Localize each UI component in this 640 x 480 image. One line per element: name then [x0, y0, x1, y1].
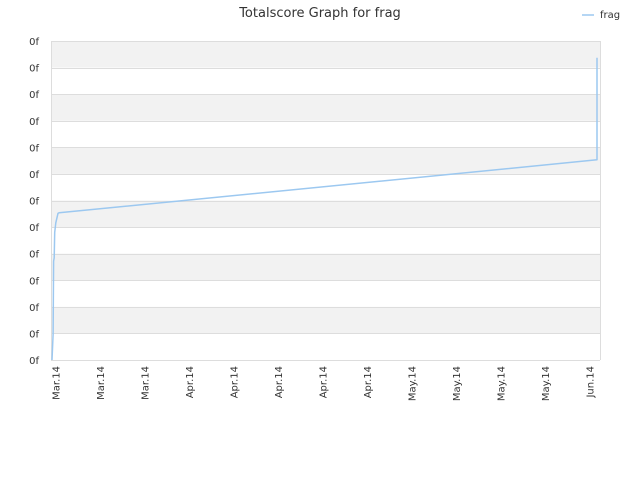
y-tick-label: 0f — [29, 197, 39, 208]
y-tick-label: 0f — [29, 37, 39, 48]
y-axis-ticks: 0f 0f 0f 0f 0f 0f 0f 0f 0f 0f 0f 0f 0f — [29, 37, 39, 367]
y-tick-label: 0f — [29, 223, 39, 234]
plot-bands — [51, 41, 600, 334]
y-tick-label: 0f — [29, 329, 39, 340]
y-tick-label: 0f — [29, 356, 39, 367]
x-tick-label: Mar.14 — [141, 366, 152, 400]
y-tick-label: 0f — [29, 276, 39, 287]
x-tick-label: Apr.14 — [185, 366, 196, 398]
y-tick-label: 0f — [29, 250, 39, 261]
x-tick-label: Mar.14 — [96, 366, 107, 400]
plot-band — [51, 94, 600, 121]
y-tick-label: 0f — [29, 143, 39, 154]
y-tick-label: 0f — [29, 170, 39, 181]
x-axis-ticks: Mar.14 Mar.14 Mar.14 Apr.14 Apr.14 Apr.14 Apr.… — [52, 366, 597, 401]
grid-lines — [51, 41, 601, 361]
series-line-frag — [51, 57, 598, 361]
x-tick-label: Apr.14 — [274, 366, 285, 398]
x-tick-label: Mar.14 — [52, 366, 63, 400]
legend: frag — [582, 10, 620, 21]
chart-title: Totalscore Graph for frag — [238, 6, 401, 21]
y-tick-label: 0f — [29, 117, 39, 128]
x-tick-label: Apr.14 — [363, 366, 374, 398]
legend-label-frag: frag — [600, 10, 620, 21]
y-tick-label: 0f — [29, 90, 39, 101]
y-tick-label: 0f — [29, 64, 39, 75]
x-tick-label: May.14 — [408, 366, 419, 401]
x-tick-label: May.14 — [541, 366, 552, 401]
x-tick-label: Jun.14 — [586, 366, 597, 399]
x-tick-label: Apr.14 — [230, 366, 241, 398]
plot-band — [51, 41, 600, 68]
plot-band — [51, 200, 600, 228]
x-tick-label: May.14 — [452, 366, 463, 401]
series-lines — [51, 57, 598, 361]
plot-band — [51, 147, 600, 174]
plot-band — [51, 306, 600, 334]
plot-band — [51, 253, 600, 281]
x-tick-label: May.14 — [497, 366, 508, 401]
x-tick-label: Apr.14 — [319, 366, 330, 398]
y-tick-label: 0f — [29, 303, 39, 314]
